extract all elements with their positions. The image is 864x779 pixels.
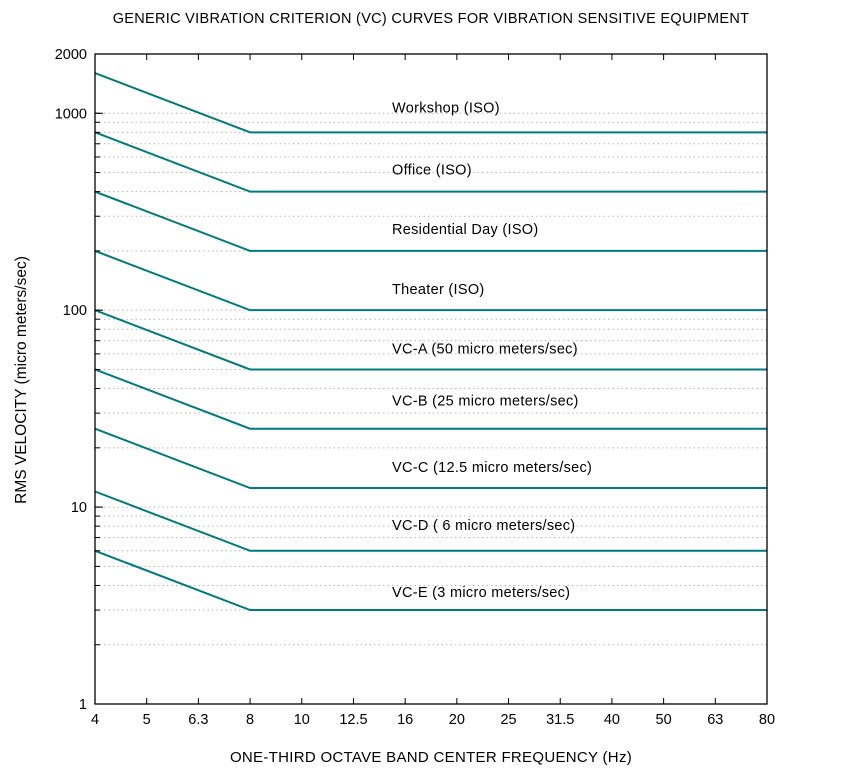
x-tick-label: 25	[500, 712, 516, 728]
series-line	[94, 249, 767, 312]
series-label: VC-D ( 6 micro meters/sec)	[392, 518, 575, 534]
series-lines	[94, 72, 767, 612]
series-label: VC-C (12.5 micro meters/sec)	[392, 460, 592, 476]
series-line	[94, 131, 767, 193]
series-line	[94, 190, 767, 252]
series-label: Office (ISO)	[392, 163, 472, 179]
series-line	[94, 490, 767, 552]
x-tick-label: 50	[656, 712, 672, 728]
series-line	[94, 427, 767, 490]
y-tick-label: 2000	[55, 47, 87, 63]
x-tick-label: 20	[449, 712, 465, 728]
y-tick-label: 100	[63, 303, 87, 319]
series-line	[94, 72, 767, 134]
series-label: Residential Day (ISO)	[392, 222, 539, 238]
series-labels: Workshop (ISO) Office (ISO) Residential Da…	[392, 100, 592, 601]
x-tick-label: 63	[707, 712, 723, 728]
x-tick-label: 31.5	[546, 712, 574, 728]
x-tick-label: 10	[294, 712, 310, 728]
x-tick-label: 12.5	[339, 712, 367, 728]
series-label: VC-E (3 micro meters/sec)	[392, 585, 570, 601]
plot-frame	[94, 53, 768, 705]
y-tick-label: 10	[71, 500, 87, 516]
axes: 4 5 6.3 8 10 12.5 16 20 25 31.5 40 50 63 80 1 10 100 1000…	[55, 47, 775, 728]
x-tick-label: 6.3	[188, 712, 208, 728]
x-tick-label: 8	[246, 712, 254, 728]
x-tick-label: 4	[91, 712, 99, 728]
series-label: VC-B (25 micro meters/sec)	[392, 394, 579, 410]
y-tick-label: 1	[79, 697, 87, 713]
x-axis-label: ONE-THIRD OCTAVE BAND CENTER FREQUENCY (…	[230, 749, 632, 766]
series-line	[94, 549, 767, 612]
chart-title: GENERIC VIBRATION CRITERION (VC) CURVES …	[113, 11, 750, 27]
series-line	[94, 309, 767, 371]
y-axis-label: RMS VELOCITY (micro meters/sec)	[13, 256, 30, 504]
series-label: VC-A (50 micro meters/sec)	[392, 341, 578, 357]
series-label: Theater (ISO)	[392, 282, 485, 298]
x-tick-label: 16	[397, 712, 413, 728]
series-label: Workshop (ISO)	[392, 100, 500, 116]
grid-lines	[95, 112, 767, 646]
series-line	[94, 368, 767, 430]
x-tick-label: 40	[604, 712, 620, 728]
y-tick-label: 1000	[55, 106, 87, 122]
x-tick-label: 5	[143, 712, 151, 728]
x-tick-label: 80	[759, 712, 775, 728]
